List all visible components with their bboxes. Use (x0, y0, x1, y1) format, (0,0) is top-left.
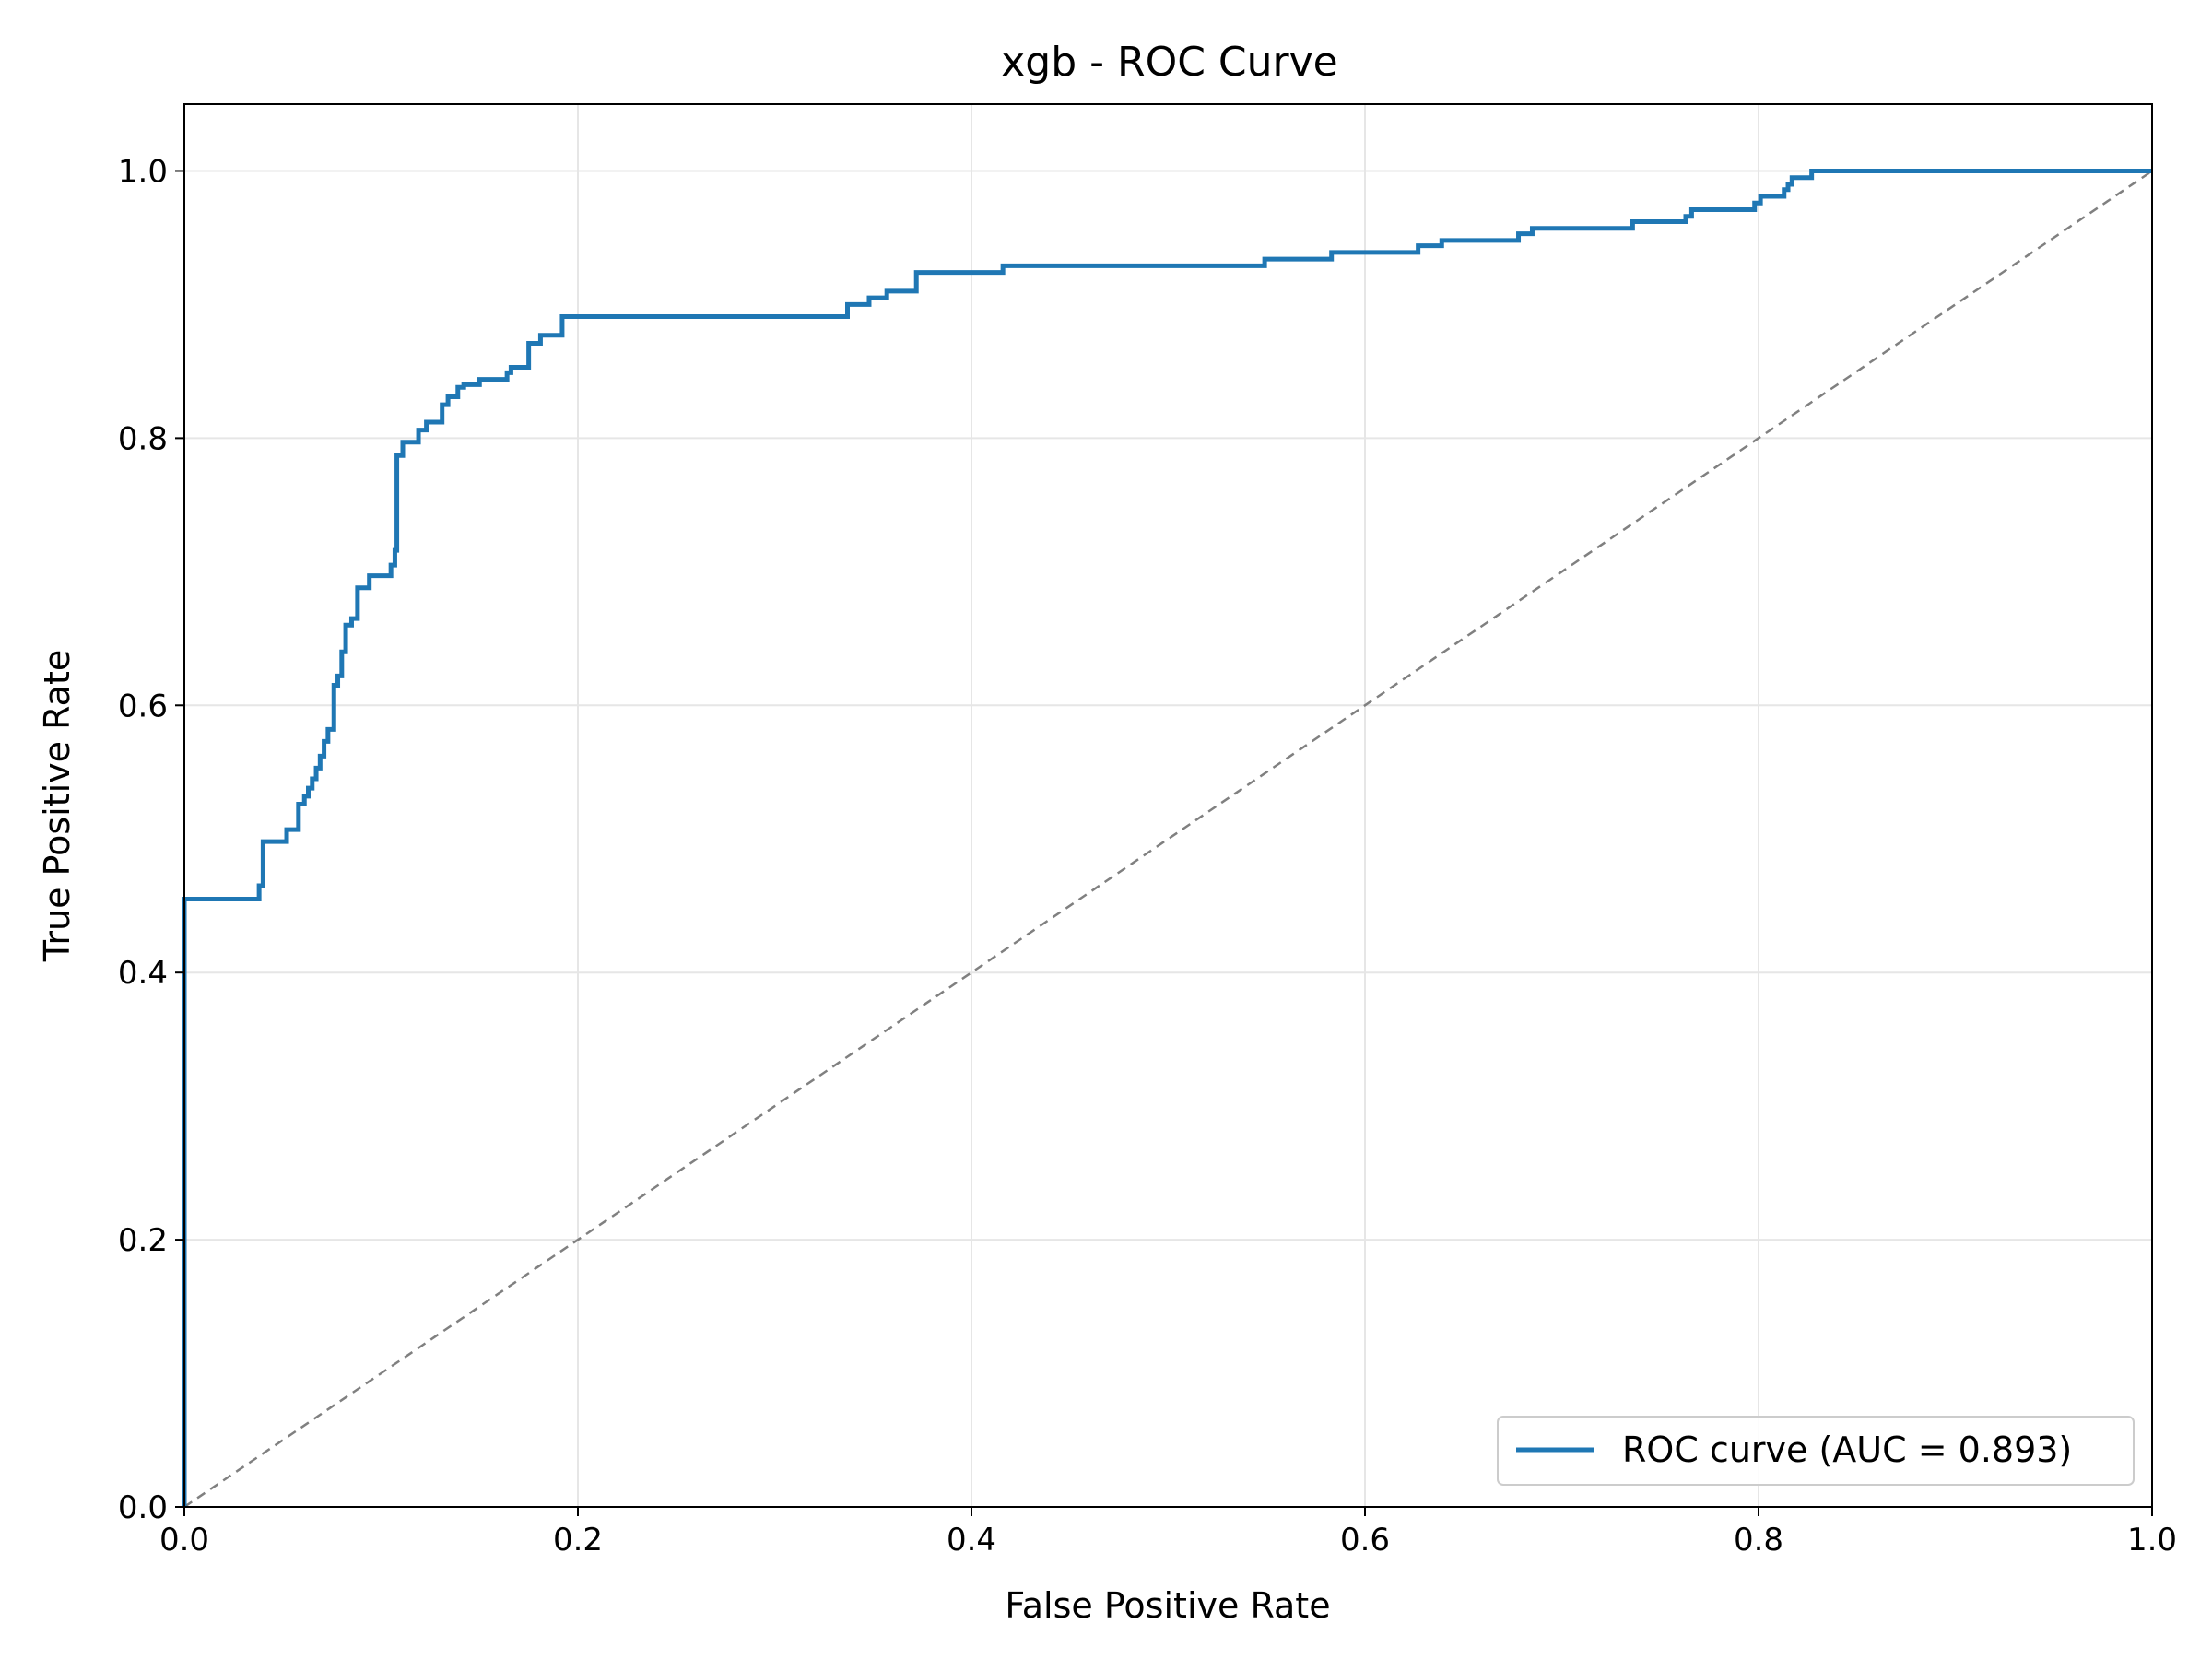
y-tick-label: 0.8 (118, 420, 168, 457)
y-axis-label: True Positive Rate (37, 650, 77, 963)
roc-curve-line (182, 168, 2152, 1507)
legend-entry-roc: ROC curve (AUC = 0.893) (1622, 1430, 2072, 1470)
ticks: 0.0 0.2 0.4 0.6 0.8 1.0 0.0 0.2 0.4 0.6 0.8 1.0 (118, 153, 2177, 1559)
x-tick-label: 0.6 (1340, 1522, 1390, 1559)
x-axis-label: False Positive Rate (1005, 1585, 1330, 1626)
legend-box (1497, 1416, 2135, 1486)
x-tick-label: 0.0 (159, 1522, 209, 1559)
y-tick-label: 0.6 (118, 688, 168, 724)
y-tick-label: 0.0 (118, 1489, 168, 1526)
axes-frame (183, 103, 2153, 1508)
y-tick-label: 1.0 (118, 153, 168, 190)
series-layer (182, 168, 2153, 1509)
legend: ROC curve (AUC = 0.893) (1497, 1416, 2135, 1486)
x-tick-label: 0.8 (1734, 1522, 1783, 1559)
plot-area: 0.0 0.2 0.4 0.6 0.8 1.0 0.0 0.2 0.4 0.6 0.8 1.0 (118, 103, 2177, 1559)
y-tick-label: 0.2 (118, 1222, 168, 1259)
chart-title: xgb - ROC Curve (1001, 39, 1337, 86)
x-tick-label: 0.4 (947, 1522, 996, 1559)
x-tick-label: 1.0 (2127, 1522, 2177, 1559)
axes-background (184, 104, 2152, 1507)
grid-lines (183, 104, 2153, 1508)
y-tick-label: 0.4 (118, 955, 168, 992)
x-tick-label: 0.2 (553, 1522, 603, 1559)
chance-diagonal-line (183, 170, 2153, 1509)
